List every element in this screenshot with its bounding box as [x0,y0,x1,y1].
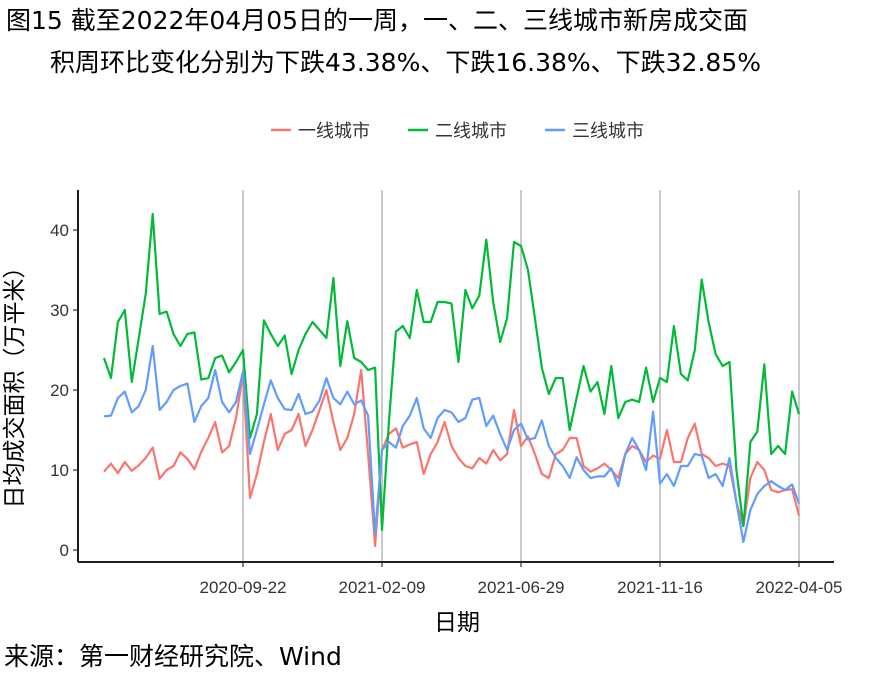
series-line-3 [103,344,801,544]
source-note: 来源：第一财经研究院、Wind [4,642,342,671]
x-tick-label: 2022-04-05 [756,578,843,597]
x-tick-label: 2021-02-09 [339,578,426,597]
y-tick-label: 30 [50,301,69,320]
legend-label-3: 三线城市 [572,121,644,142]
axes [77,190,834,563]
legend-label-1: 一线城市 [298,121,370,142]
chart-legend: 一线城市 二线城市 三线城市 [271,121,644,142]
series-line-1 [103,368,801,548]
legend-label-2: 二线城市 [435,121,507,142]
y-axis-title: 日均成交面积（万平米） [2,256,28,509]
y-tick-label: 20 [50,381,69,400]
y-tick-label: 0 [60,541,69,560]
x-axis-title: 日期 [434,610,480,636]
x-tick-label: 2020-09-22 [200,578,287,597]
figure-title-line1: 图15 截至2022年04月05日的一周，一、二、三线城市新房成交面 [6,6,749,35]
grid-lines [242,190,800,562]
series-line-2 [102,212,801,532]
x-tick-label: 2021-06-29 [478,578,565,597]
tick-labels: 0 10 20 30 40 2020-09-22 2021-02-09 2021-06-29 2… [50,221,842,597]
y-tick-label: 40 [50,221,69,240]
x-tick-label: 2021-11-16 [617,578,703,597]
figure-title-line2: 积周环比变化分别为下跌43.38%、下跌16.38%、下跌32.85% [50,48,761,77]
y-tick-label: 10 [50,461,69,480]
series-lines [102,212,801,548]
